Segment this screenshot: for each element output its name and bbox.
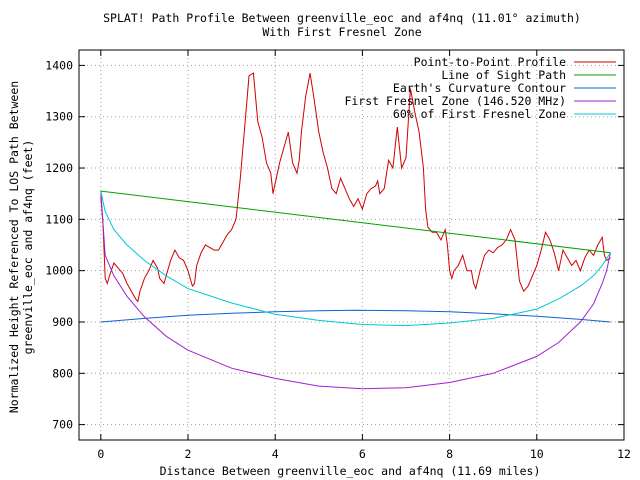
- y-tick-label: 1300: [45, 110, 73, 124]
- x-tick-label: 2: [185, 447, 192, 461]
- y-axis-label-line2: greenville_eoc and af4nq (feet): [21, 140, 35, 355]
- x-tick-label: 8: [446, 447, 453, 461]
- x-tick-label: 4: [272, 447, 279, 461]
- x-tick-label: 0: [97, 447, 104, 461]
- chart-title: SPLAT! Path Profile Between greenville_e…: [103, 11, 581, 25]
- legend-label-60-of-first-fresnel-zone: 60% of First Fresnel Zone: [393, 107, 566, 121]
- x-tick-label: 12: [617, 447, 631, 461]
- x-tick-label: 10: [530, 447, 544, 461]
- legend-label-earth-s-curvature-contour: Earth's Curvature Contour: [393, 81, 566, 95]
- series-line-point-to-point-profile: [100, 72, 611, 303]
- y-axis-label-line1: Normalized Height Referenced To LOS Path…: [7, 81, 21, 413]
- y-tick-label: 700: [52, 418, 73, 432]
- legend-label-first-fresnel-zone-146-520-mhz: First Fresnel Zone (146.520 MHz): [344, 94, 566, 108]
- series: [100, 72, 611, 390]
- series-line-earth-s-curvature-contour: [100, 309, 611, 323]
- x-axis-label: Distance Between greenville_eoc and af4n…: [160, 464, 541, 478]
- y-tick-label: 1100: [45, 212, 73, 226]
- y-tick-label: 1000: [45, 264, 73, 278]
- y-tick-label: 900: [52, 315, 73, 329]
- x-tick-label: 6: [359, 447, 366, 461]
- series-line-line-of-sight-path: [100, 190, 611, 254]
- y-tick-label: 1200: [45, 161, 73, 175]
- legend-label-line-of-sight-path: Line of Sight Path: [441, 68, 566, 82]
- chart-subtitle: With First Fresnel Zone: [262, 25, 421, 39]
- plot-frame: [78, 49, 625, 441]
- series-line-60-of-first-fresnel-zone: [100, 190, 611, 327]
- y-tick-label: 1400: [45, 58, 73, 72]
- series-line-first-fresnel-zone-146-520-mhz: [100, 191, 611, 390]
- y-tick-label: 800: [52, 366, 73, 380]
- legend-label-point-to-point-profile: Point-to-Point Profile: [414, 55, 566, 69]
